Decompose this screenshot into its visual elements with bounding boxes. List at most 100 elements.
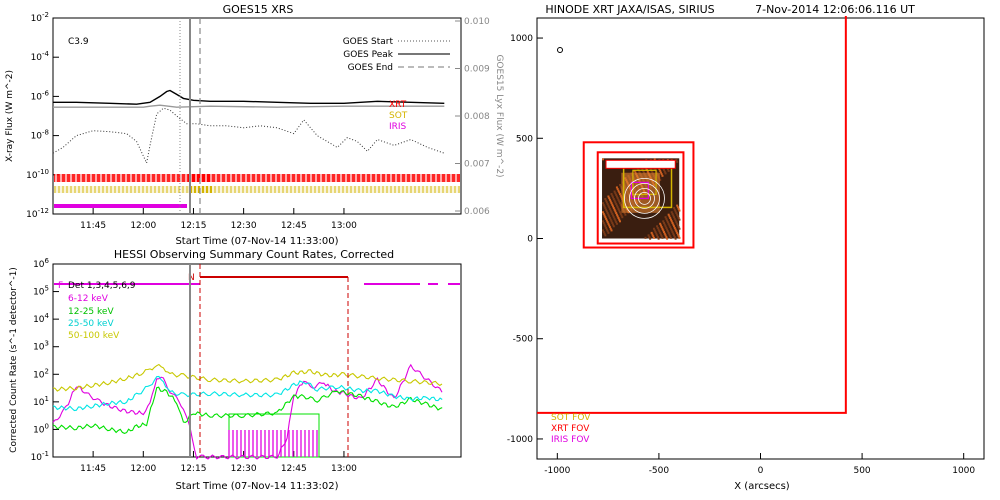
goes-series-line	[53, 89, 445, 105]
xrt-image-pixel	[657, 237, 660, 240]
xrt-image-pixel	[608, 215, 611, 218]
hessi-xtick-label: 12:00	[130, 464, 156, 474]
decimation-shading	[228, 413, 320, 458]
xrt-image-pixel	[616, 215, 619, 218]
xrt-image-pixel	[619, 202, 622, 205]
map-xtick-label: 1000	[952, 466, 975, 476]
xrt-image-pixel	[602, 212, 605, 215]
xrt-image-pixel	[659, 169, 662, 172]
xrt-image-pixel	[616, 188, 619, 191]
xrt-image-pixel	[602, 229, 605, 232]
xrt-image-pixel	[612, 216, 615, 219]
xrt-image-pixel	[673, 225, 676, 228]
hessi-ytick-label: 10-1	[31, 450, 49, 463]
map-y-ticks: 1000 500 0 -500 -1000	[507, 34, 543, 445]
goes-x-ticks: 11:45 12:00 12:15 12:30 12:45 13:00	[80, 208, 357, 231]
xrt-image-pixel	[652, 236, 655, 239]
hessi-xtick-label: 11:45	[80, 464, 106, 474]
xrt-image-pixel	[616, 206, 619, 209]
goes-y-right-ticks: 0.010 0.009 0.008 0.007 0.006	[455, 17, 490, 217]
xrt-image-pixel	[604, 197, 607, 200]
xrt-image-pixel	[602, 231, 605, 234]
xrt-image-pixel	[607, 231, 610, 234]
xrt-image-pixel	[610, 229, 613, 232]
hessi-xlabel: Start Time (07-Nov-14 11:33:02)	[175, 481, 338, 492]
xrt-image-pixel	[668, 224, 671, 227]
xrt-image-pixel	[669, 218, 672, 221]
xrt-image-pixel	[619, 185, 622, 188]
goes-xlabel: Start Time (07-Nov-14 11:33:00)	[175, 236, 338, 247]
xrt-image-pixel	[615, 204, 618, 207]
map-xlabel: X (arcsecs)	[734, 481, 790, 492]
xrt-image-pixel	[674, 228, 677, 231]
xrt-image-pixel	[615, 212, 618, 215]
xrt-image-pixel	[615, 202, 618, 205]
xrt-image-pixel	[668, 233, 671, 236]
xrt-image-pixel	[670, 220, 673, 223]
xrt-image-pixel	[613, 199, 616, 202]
contour-circle	[624, 178, 665, 219]
xrt-image-pixel	[602, 211, 605, 214]
goes-ytick-right-label: 0.006	[464, 207, 490, 217]
xrt-image-pixel	[673, 216, 676, 219]
xrt-image-pixel	[673, 207, 676, 210]
xrt-image-pixel	[610, 220, 613, 223]
xrt-image-pixel	[671, 221, 674, 224]
xrt-image-pixel	[607, 204, 610, 207]
hessi-legend: Det 1,3,4,5,6,9 6-12 keV 12-25 keV 25-50…	[68, 281, 136, 341]
xrt-image-pixel	[641, 168, 644, 171]
xrt-image-pixel	[677, 217, 680, 220]
xrt-image-pixel	[667, 222, 670, 225]
xrt-image-pixel	[655, 232, 658, 235]
xrt-image-pixel	[617, 189, 620, 192]
contour-circle	[634, 188, 655, 209]
xrt-image-pixel	[673, 208, 676, 211]
xrt-image-pixel	[673, 226, 676, 229]
xrt-image-pixel	[652, 235, 655, 238]
xrt-image-pixel	[668, 215, 671, 218]
xrt-image-pixel	[664, 234, 667, 237]
map-ytick-label: 0	[527, 235, 533, 245]
xrt-image-pixel	[612, 205, 615, 208]
xrt-image-pixel	[673, 217, 676, 220]
xrt-fov-large	[537, 15, 847, 414]
xrt-image-pixel	[608, 198, 611, 201]
legend-goes-start: GOES Start	[343, 37, 394, 47]
xrt-image-pixel	[659, 171, 662, 174]
hessi-ytick-label: 100	[33, 422, 49, 435]
xrt-image-pixel	[619, 212, 622, 215]
hessi-ytick-label: 102	[33, 367, 49, 380]
iris-coverage-bar	[54, 204, 187, 208]
xrt-image-pixel	[610, 193, 613, 196]
xrt-image-pixel	[606, 221, 609, 224]
xrt-image-pixel	[612, 197, 615, 200]
xrt-image-pixel	[605, 201, 608, 204]
map-timestamp: 7-Nov-2014 12:06:06.116 UT	[755, 3, 915, 16]
xrt-image-pixel	[607, 213, 610, 216]
xrt-image-pixel	[675, 221, 678, 224]
xrt-image-pixel	[613, 190, 616, 193]
xrt-image-pixel	[611, 194, 614, 197]
xrt-image-pixel	[605, 199, 608, 202]
xrt-image-pixel	[671, 212, 674, 215]
xrt-image-pixel	[672, 214, 675, 217]
xrt-image-pixel	[659, 178, 662, 181]
xrt-image-pixel	[615, 186, 618, 189]
xrt-image-pixel	[602, 220, 605, 223]
xrt-image-pixel	[605, 228, 608, 231]
xrt-map-panel: HINODE XRT JAXA/ISAS, SIRIUS 7-Nov-2014 …	[507, 3, 985, 492]
active-region-glow	[621, 172, 660, 213]
xrt-image-pixel	[612, 196, 615, 199]
xrt-image-pixel	[660, 226, 663, 229]
goes-ytick-right-label: 0.009	[464, 65, 490, 75]
xrt-image-pixel	[674, 210, 677, 213]
legend-goes-end: GOES End	[348, 63, 393, 73]
xrt-image-pixel	[612, 214, 615, 217]
xrt-image-pixel	[610, 211, 613, 214]
xrt-image-pixel	[666, 228, 669, 231]
xrt-image-pixel	[609, 209, 612, 212]
xrt-image-pixel	[615, 221, 618, 224]
legend-50-100: 50-100 keV	[68, 331, 120, 341]
hessi-xtick-label: 12:45	[281, 464, 307, 474]
